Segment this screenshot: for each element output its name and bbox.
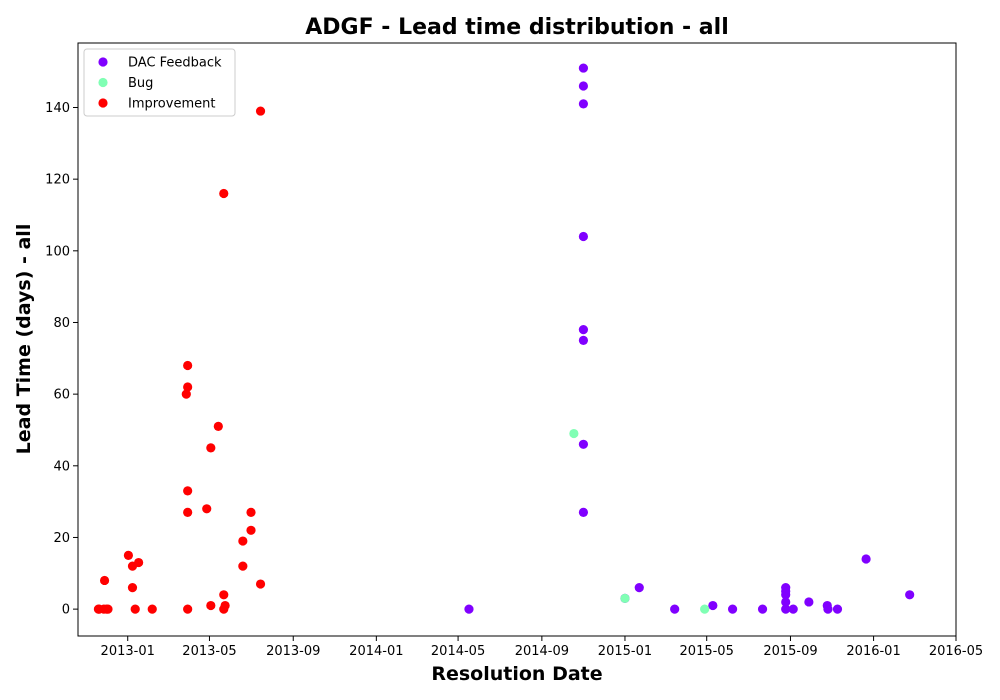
data-point (578, 63, 589, 73)
data-point (578, 335, 589, 345)
x-tick-label: 2013-01 (101, 644, 155, 659)
data-point (103, 604, 113, 614)
y-tick-label: 60 (53, 388, 70, 403)
x-tick-label: 2015-09 (763, 644, 817, 659)
data-point (781, 604, 791, 614)
data-point (130, 604, 140, 614)
data-point (670, 604, 680, 614)
y-tick-label: 80 (53, 316, 70, 331)
x-tick-label: 2013-09 (266, 644, 320, 659)
data-point (183, 604, 193, 614)
data-point (832, 604, 843, 614)
x-tick-label: 2016-01 (846, 644, 900, 659)
data-point (578, 231, 589, 242)
data-point (578, 81, 589, 91)
data-point (183, 486, 193, 496)
data-point (788, 604, 798, 614)
data-point (255, 579, 266, 589)
data-point (823, 604, 833, 614)
x-tick-label: 2014-09 (515, 644, 569, 659)
data-point (804, 597, 814, 607)
data-point (861, 554, 871, 564)
x-tick-label: 2015-01 (598, 644, 652, 659)
y-tick-label: 40 (53, 459, 70, 474)
series-dac-feedback (464, 63, 915, 614)
data-point (147, 604, 157, 614)
data-point (206, 443, 216, 453)
data-point (578, 99, 589, 109)
x-tick-label: 2015-05 (680, 644, 734, 659)
chart-title: ADGF - Lead time distribution - all (305, 15, 729, 40)
data-point (905, 590, 915, 600)
data-point (757, 604, 768, 614)
x-tick-label: 2014-01 (349, 644, 403, 659)
data-point (727, 604, 738, 614)
legend-marker (98, 98, 108, 108)
data-point (634, 583, 644, 593)
data-point (578, 439, 589, 449)
data-point (181, 389, 191, 399)
data-point (578, 507, 589, 517)
data-point (781, 590, 791, 600)
data-point (220, 600, 230, 611)
legend-box (83, 48, 236, 117)
data-point (213, 421, 223, 431)
y-tick-label: 0 (62, 603, 70, 618)
data-point (255, 106, 266, 116)
data-point (99, 575, 110, 586)
y-tick-label: 140 (45, 101, 70, 116)
data-point (183, 507, 193, 517)
x-tick-label: 2013-05 (182, 644, 236, 659)
series-bug (569, 428, 710, 614)
data-point (700, 604, 710, 614)
data-point (464, 604, 474, 614)
data-point (183, 360, 193, 371)
data-point (238, 536, 248, 546)
legend-label: Improvement (128, 97, 215, 112)
legend-label: DAC Feedback (128, 56, 222, 71)
data-point (202, 504, 212, 514)
x-tick-label: 2014-05 (431, 644, 485, 659)
legend: DAC Feedback Bug Improvement (83, 48, 236, 117)
data-point (123, 550, 134, 560)
plot-frame (77, 42, 957, 637)
x-tick-label: 2016-05 (929, 644, 983, 659)
y-tick-label: 120 (45, 173, 70, 188)
y-tick-label: 20 (53, 531, 70, 546)
data-point (708, 600, 718, 611)
axis-ticks: 2013-01 2013-05 2013-09 2014-01 2014-05 2014-… (45, 101, 983, 659)
data-point (127, 583, 138, 593)
data-point (781, 597, 791, 607)
data-point (238, 561, 248, 571)
legend-marker (98, 57, 108, 67)
data-point (578, 325, 589, 335)
legend-label: Bug (128, 76, 153, 91)
data-point (246, 525, 256, 535)
data-point (620, 593, 630, 603)
legend-marker (98, 77, 108, 88)
data-point (246, 507, 256, 517)
y-tick-label: 100 (45, 244, 70, 259)
data-point (569, 428, 579, 439)
x-axis-label: Resolution Date (431, 663, 602, 685)
data-point (134, 557, 144, 568)
data-point (183, 382, 193, 392)
series-improvement (93, 106, 266, 614)
data-point (206, 600, 216, 611)
data-point (219, 590, 229, 600)
plot-area (93, 63, 915, 614)
data-point (219, 188, 229, 199)
y-axis-label: Lead Time (days) - all (13, 224, 35, 455)
